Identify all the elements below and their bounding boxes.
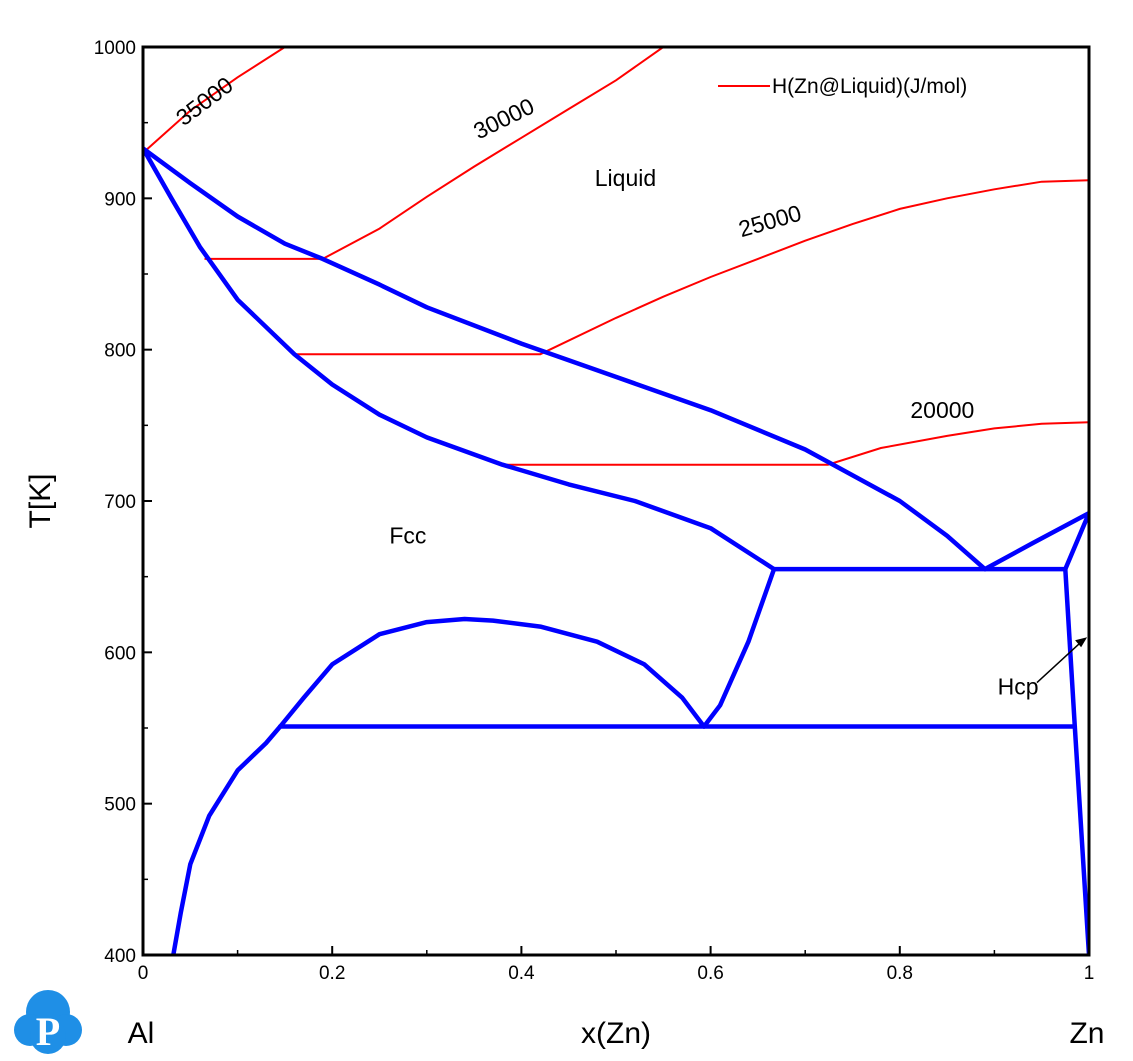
x-axis-title: x(Zn) <box>581 1017 651 1050</box>
x-tick-label: 0.4 <box>508 963 535 984</box>
contour-line-30000 <box>204 47 664 260</box>
y-tick-label: 700 <box>104 492 136 513</box>
phase-boundary-miscibility-gap <box>277 616 707 729</box>
pandat-logo: P <box>14 990 82 1054</box>
x-axis-right-end-label: Zn <box>1069 1017 1104 1050</box>
x-axis-left-end-label: Al <box>128 1017 155 1050</box>
x-tick-label: 0.8 <box>887 963 913 984</box>
phase-boundary-liquidus-left <box>143 146 988 572</box>
phase-boundary-fcc-solvus-right <box>701 566 777 729</box>
phase-label-liquid: Liquid <box>595 165 656 191</box>
legend-label: H(Zn@Liquid)(J/mol) <box>772 75 967 98</box>
phase-label-fcc: Fcc <box>389 522 426 548</box>
contour-label-25000: 25000 <box>736 200 805 243</box>
phase-boundary-hcp-solvus <box>1063 566 1089 955</box>
contour-line-20000 <box>502 421 1089 466</box>
contour-line-35000 <box>143 47 286 154</box>
y-tick-label: 800 <box>104 341 136 362</box>
y-axis-title: T[K] <box>24 473 57 528</box>
contour-label-20000: 20000 <box>910 397 974 423</box>
phase-boundary-fcc-solidus <box>143 146 777 572</box>
hcp-pointer-arrow <box>1036 639 1084 684</box>
x-tick-label: 0 <box>138 963 149 984</box>
y-tick-label: 900 <box>104 189 136 210</box>
phase-label-hcp: Hcp <box>998 674 1039 700</box>
y-tick-label: 400 <box>104 946 136 967</box>
svg-text:P: P <box>36 1009 60 1054</box>
hcp-arrow-head <box>1075 637 1088 648</box>
contour-label-35000: 35000 <box>171 72 238 131</box>
phase-boundary-fcc-solvus-left <box>171 724 283 955</box>
x-tick-label: 0.6 <box>697 963 723 984</box>
y-tick-label: 500 <box>104 795 136 816</box>
phase-boundary-liquidus-right <box>982 510 1089 572</box>
y-tick-label: 600 <box>104 643 136 664</box>
y-tick-label: 1000 <box>94 38 136 59</box>
x-tick-label: 1 <box>1084 963 1095 984</box>
contour-line-25000 <box>294 179 1089 356</box>
x-tick-label: 0.2 <box>319 963 345 984</box>
contour-label-30000: 30000 <box>469 93 538 144</box>
phase-boundary-hcp-solidus <box>1063 510 1089 572</box>
